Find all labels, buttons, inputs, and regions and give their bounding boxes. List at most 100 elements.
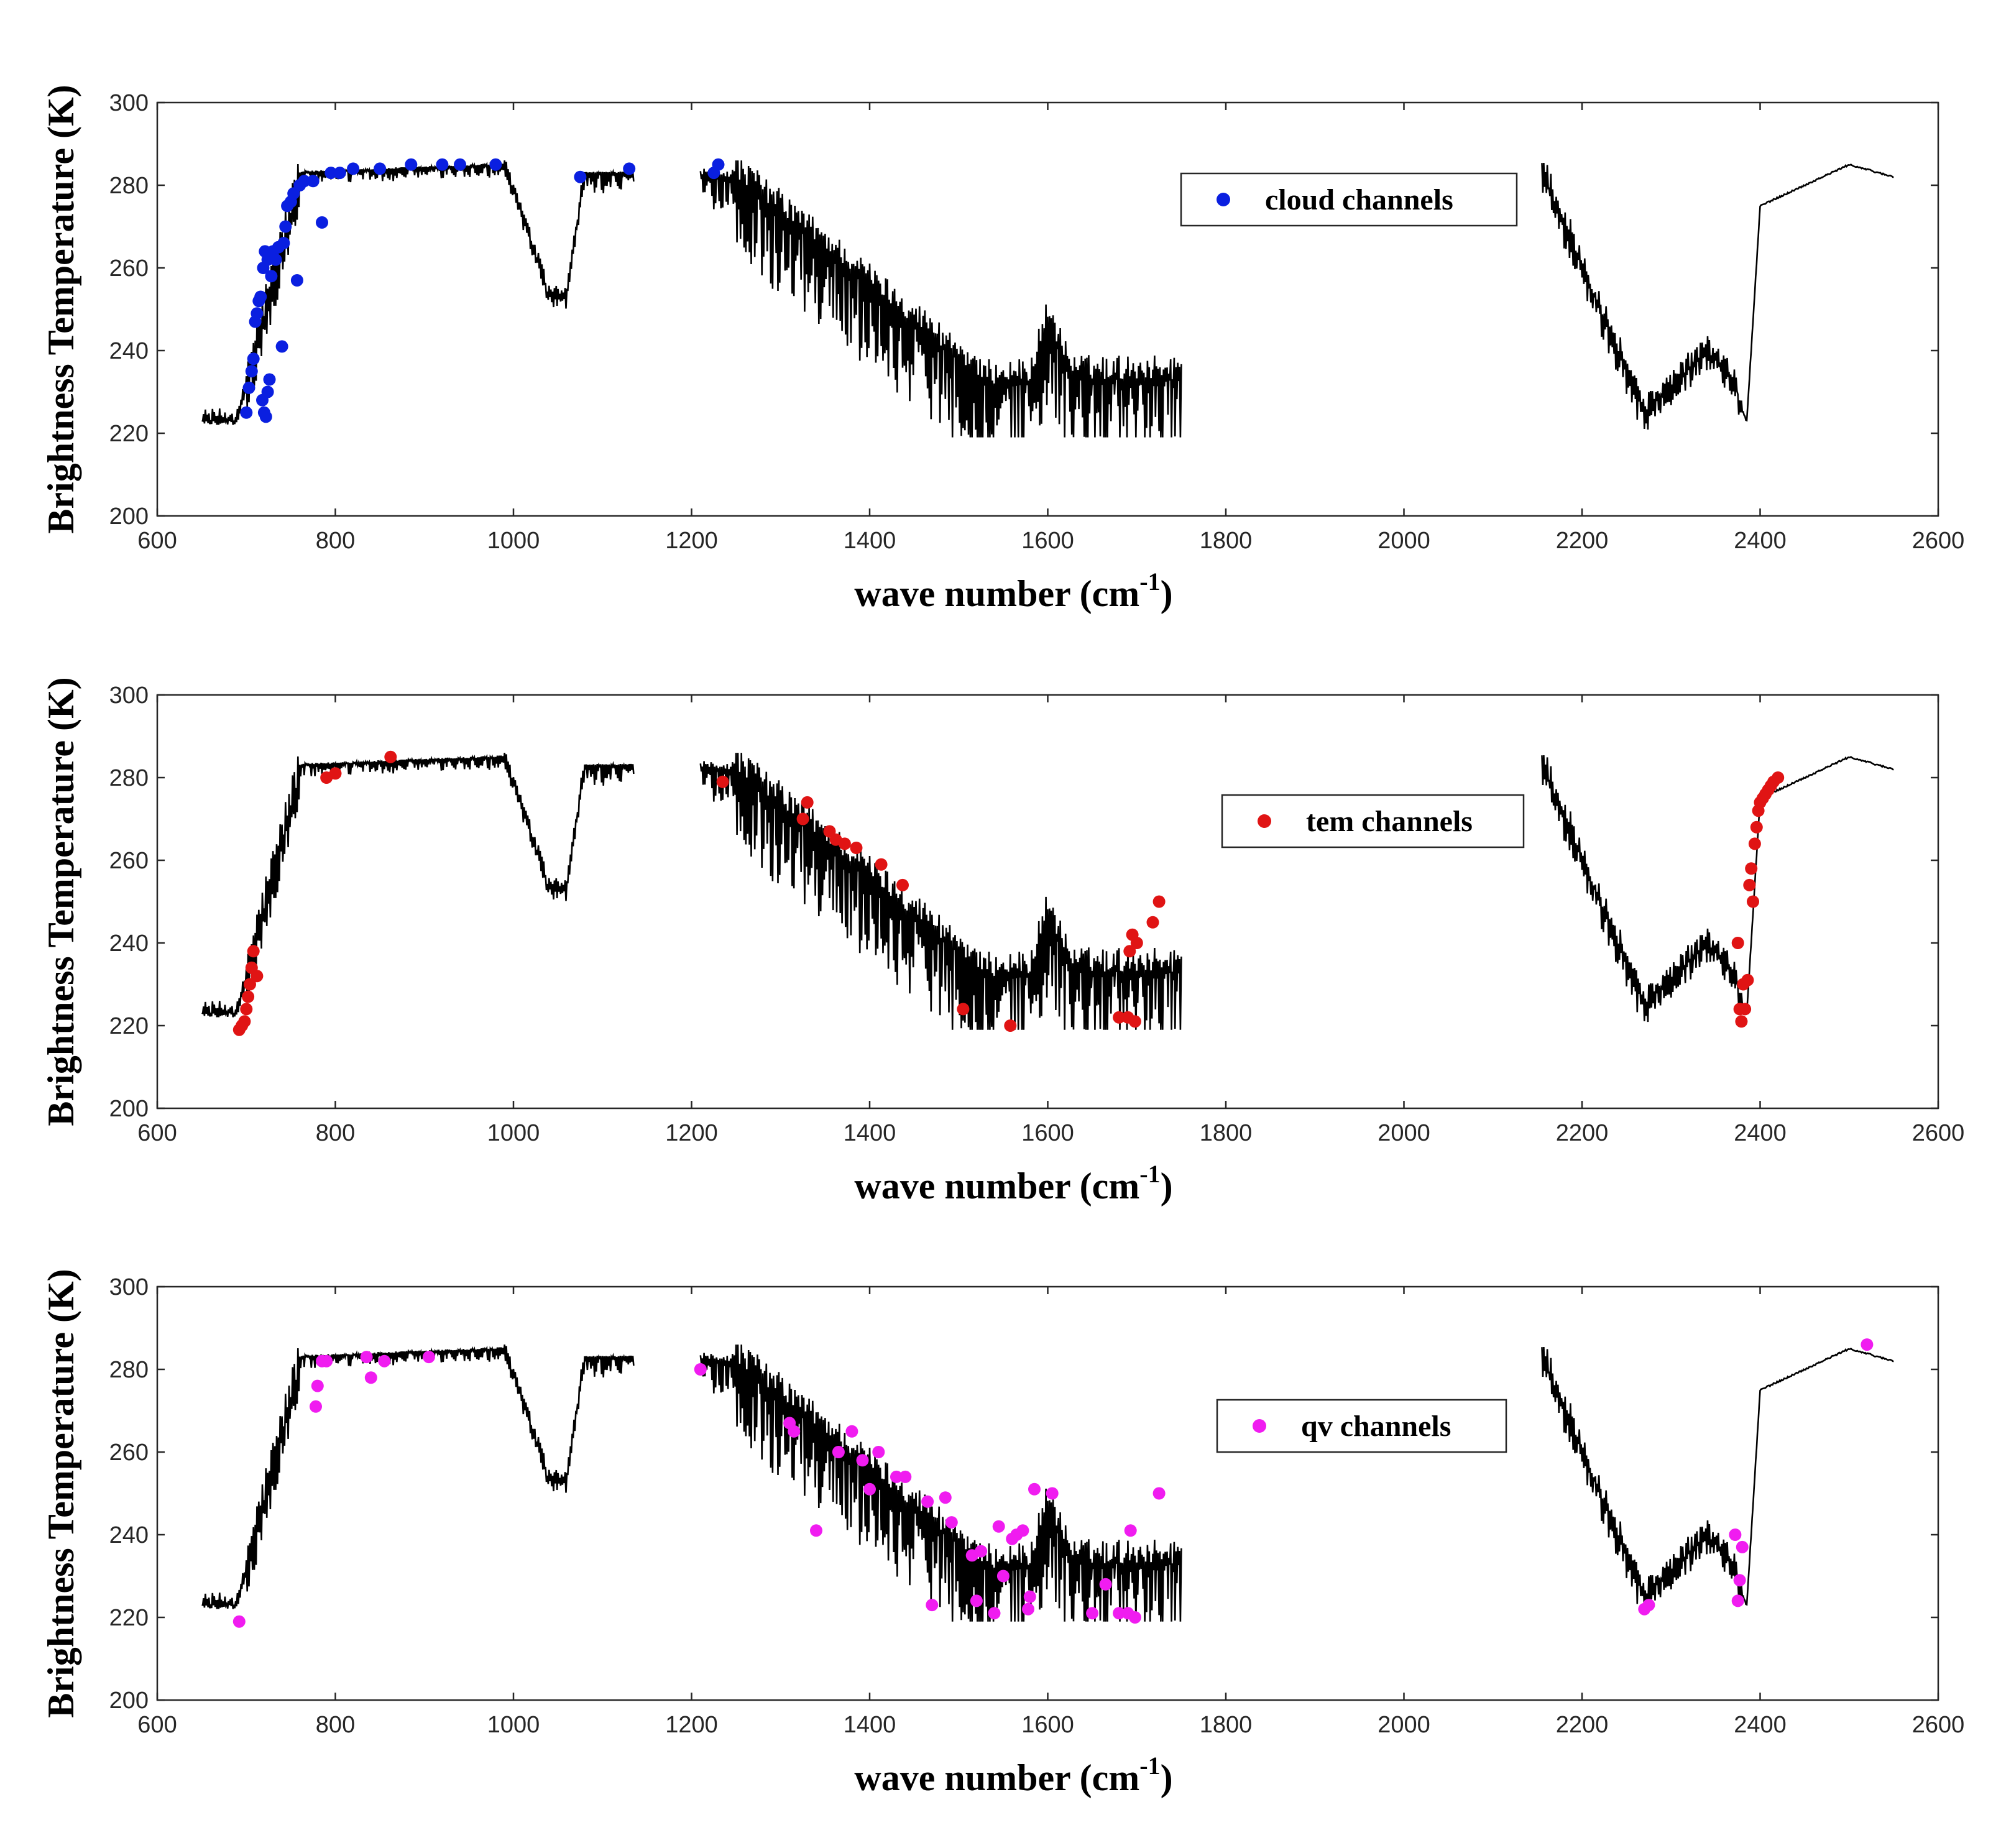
channel-point bbox=[298, 175, 311, 188]
channel-point bbox=[996, 1570, 1010, 1583]
x-tick-label: 1400 bbox=[844, 1120, 896, 1146]
channel-point bbox=[623, 162, 636, 175]
channel-point bbox=[1023, 1590, 1036, 1603]
channel-point bbox=[310, 1400, 322, 1413]
panel-middle: 600 800 1000 1200 1400 1600 1800 2000 2200 2400 26… bbox=[40, 677, 1964, 1207]
x-tick-label: 2400 bbox=[1734, 528, 1787, 554]
channel-point bbox=[926, 1599, 939, 1612]
x-tick-label: 1400 bbox=[844, 528, 896, 554]
channel-point bbox=[1733, 1574, 1746, 1587]
channel-point bbox=[1113, 1011, 1126, 1024]
legend-marker bbox=[1253, 1419, 1266, 1433]
y-tick-label: 220 bbox=[109, 1605, 149, 1631]
y-tick-label: 260 bbox=[109, 848, 149, 874]
y-tick-label: 280 bbox=[109, 173, 149, 199]
x-tick-label: 2600 bbox=[1912, 1712, 1965, 1738]
channel-point bbox=[259, 410, 272, 423]
channel-point bbox=[265, 270, 278, 283]
x-tick-label: 1200 bbox=[665, 1120, 718, 1146]
channel-point bbox=[436, 158, 449, 171]
x-tick-label: 2000 bbox=[1378, 1712, 1430, 1738]
y-axis-title: Brightness Temperature (K) bbox=[40, 85, 81, 533]
x-tick-label: 600 bbox=[137, 1120, 177, 1146]
channel-point bbox=[320, 1354, 333, 1368]
channel-point bbox=[899, 1470, 912, 1483]
channel-point bbox=[242, 381, 255, 394]
x-tick-label: 1800 bbox=[1200, 528, 1253, 554]
x-tick-label: 600 bbox=[137, 528, 177, 554]
channel-point bbox=[1128, 1015, 1141, 1028]
channel-point bbox=[364, 1371, 377, 1384]
channel-point bbox=[1735, 1015, 1748, 1028]
y-axis-title: Brightness Temperature (K) bbox=[40, 1269, 81, 1717]
x-tick-label: 1800 bbox=[1200, 1712, 1253, 1738]
channel-point bbox=[988, 1607, 1001, 1620]
panel-bottom: 600 800 1000 1200 1400 1600 1800 2000 2200 2400 26… bbox=[40, 1269, 1964, 1798]
x-tick-label: 2200 bbox=[1556, 528, 1609, 554]
panel-top: 600 800 1000 1200 1400 1600 1800 2000 2200 2400 26… bbox=[40, 85, 1964, 614]
legend-label: tem channels bbox=[1306, 805, 1473, 838]
channel-point bbox=[1750, 821, 1763, 834]
y-tick-label: 200 bbox=[109, 1688, 149, 1714]
channel-point bbox=[1772, 771, 1785, 784]
x-tick-label: 1000 bbox=[487, 1120, 540, 1146]
x-tick-label: 1600 bbox=[1021, 528, 1074, 554]
spectrum-line-segment-3 bbox=[1541, 755, 1894, 1023]
channel-point bbox=[1130, 937, 1143, 949]
channel-point bbox=[347, 162, 360, 175]
y-tick-label: 300 bbox=[109, 683, 149, 709]
channel-point bbox=[489, 158, 502, 171]
spectrum-line-segment-2 bbox=[699, 753, 1182, 1030]
channel-point bbox=[1745, 862, 1758, 875]
x-tick-label: 1400 bbox=[844, 1712, 896, 1738]
y-tick-label: 280 bbox=[109, 765, 149, 791]
channel-point bbox=[360, 1351, 373, 1364]
y-tick-label: 220 bbox=[109, 1013, 149, 1039]
y-tick-label: 240 bbox=[109, 338, 149, 364]
channel-point bbox=[992, 1520, 1005, 1533]
x-tick-label: 2200 bbox=[1556, 1712, 1609, 1738]
x-tick-label: 2400 bbox=[1734, 1712, 1787, 1738]
channel-point bbox=[694, 1363, 707, 1376]
channel-point bbox=[945, 1516, 958, 1529]
channel-point bbox=[263, 373, 276, 386]
y-tick-label: 280 bbox=[109, 1357, 149, 1383]
channel-point bbox=[269, 253, 282, 266]
channel-point bbox=[245, 365, 258, 378]
channel-point bbox=[1113, 1607, 1126, 1620]
channel-point bbox=[788, 1425, 801, 1438]
channel-point bbox=[378, 1354, 391, 1368]
channel-point bbox=[279, 220, 292, 233]
x-axis-title: wave number (cm-1) bbox=[854, 568, 1172, 614]
channel-point bbox=[1743, 878, 1756, 891]
spectrum-line-segment-1 bbox=[201, 752, 635, 1018]
spectrum-line-segment-1 bbox=[201, 1344, 635, 1609]
spectrum-line-segment-2 bbox=[699, 1345, 1182, 1622]
channel-point bbox=[970, 1594, 983, 1607]
channel-point bbox=[333, 167, 346, 180]
y-tick-label: 200 bbox=[109, 503, 149, 530]
x-tick-label: 1800 bbox=[1200, 1120, 1253, 1146]
x-tick-label: 2000 bbox=[1378, 528, 1430, 554]
legend-label: qv channels bbox=[1301, 1410, 1451, 1443]
legend: qv channels bbox=[1216, 1399, 1507, 1453]
channel-point bbox=[290, 274, 303, 287]
channel-point bbox=[1124, 1524, 1137, 1537]
channel-point bbox=[232, 1615, 246, 1628]
y-tick-label: 220 bbox=[109, 421, 149, 447]
channel-point bbox=[1642, 1599, 1655, 1612]
channel-point bbox=[832, 1446, 845, 1458]
channel-point bbox=[856, 1454, 869, 1467]
x-tick-label: 1000 bbox=[487, 528, 540, 554]
channel-point bbox=[405, 158, 418, 171]
channel-point bbox=[890, 1470, 903, 1483]
channel-point bbox=[277, 237, 290, 250]
channel-point bbox=[1099, 1578, 1112, 1591]
x-tick-label: 1000 bbox=[487, 1712, 540, 1738]
x-tick-label: 2400 bbox=[1734, 1120, 1787, 1146]
channel-point bbox=[712, 158, 725, 171]
channel-point bbox=[306, 175, 320, 188]
channel-point bbox=[247, 352, 260, 365]
legend-box bbox=[1180, 172, 1518, 227]
channel-point bbox=[311, 1379, 324, 1392]
